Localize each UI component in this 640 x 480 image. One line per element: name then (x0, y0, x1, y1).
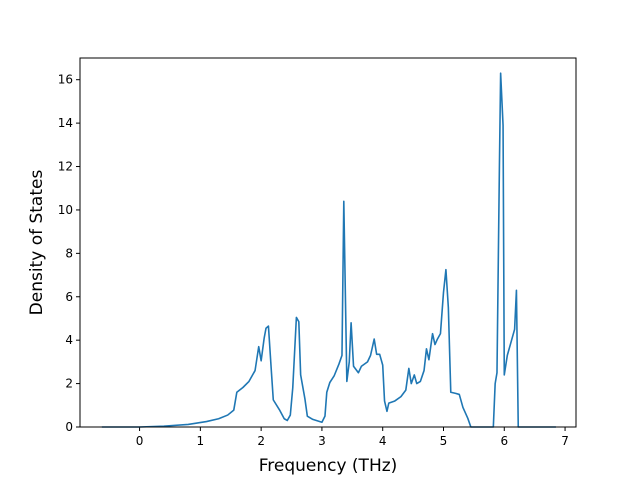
y-tick-label: 2 (65, 377, 73, 391)
y-tick-label: 6 (65, 290, 73, 304)
y-tick-label: 0 (65, 420, 73, 434)
x-tick-label: 5 (440, 434, 448, 448)
y-axis-label: Density of States (27, 170, 47, 316)
y-tick-label: 14 (58, 116, 73, 130)
y-tick-label: 10 (58, 203, 73, 217)
x-tick-label: 6 (500, 434, 508, 448)
y-tick-label: 16 (58, 73, 73, 87)
plot-frame (79, 57, 577, 428)
y-axis-ticks: 0 2 4 6 8 10 12 14 16 (58, 73, 80, 434)
x-tick-label: 3 (318, 434, 326, 448)
x-tick-label: 2 (257, 434, 265, 448)
plot-background (80, 58, 576, 427)
y-tick-label: 4 (65, 333, 73, 347)
x-axis-ticks: 0 1 2 3 4 5 6 7 (136, 427, 569, 448)
y-tick-label: 8 (65, 246, 73, 260)
x-tick-label: 4 (379, 434, 387, 448)
x-axis-label: Frequency (THz) (259, 456, 398, 476)
x-tick-label: 1 (197, 434, 205, 448)
y-tick-label: 12 (58, 160, 73, 174)
x-tick-label: 0 (136, 434, 144, 448)
x-tick-label: 7 (561, 434, 569, 448)
series-line (101, 72, 556, 428)
